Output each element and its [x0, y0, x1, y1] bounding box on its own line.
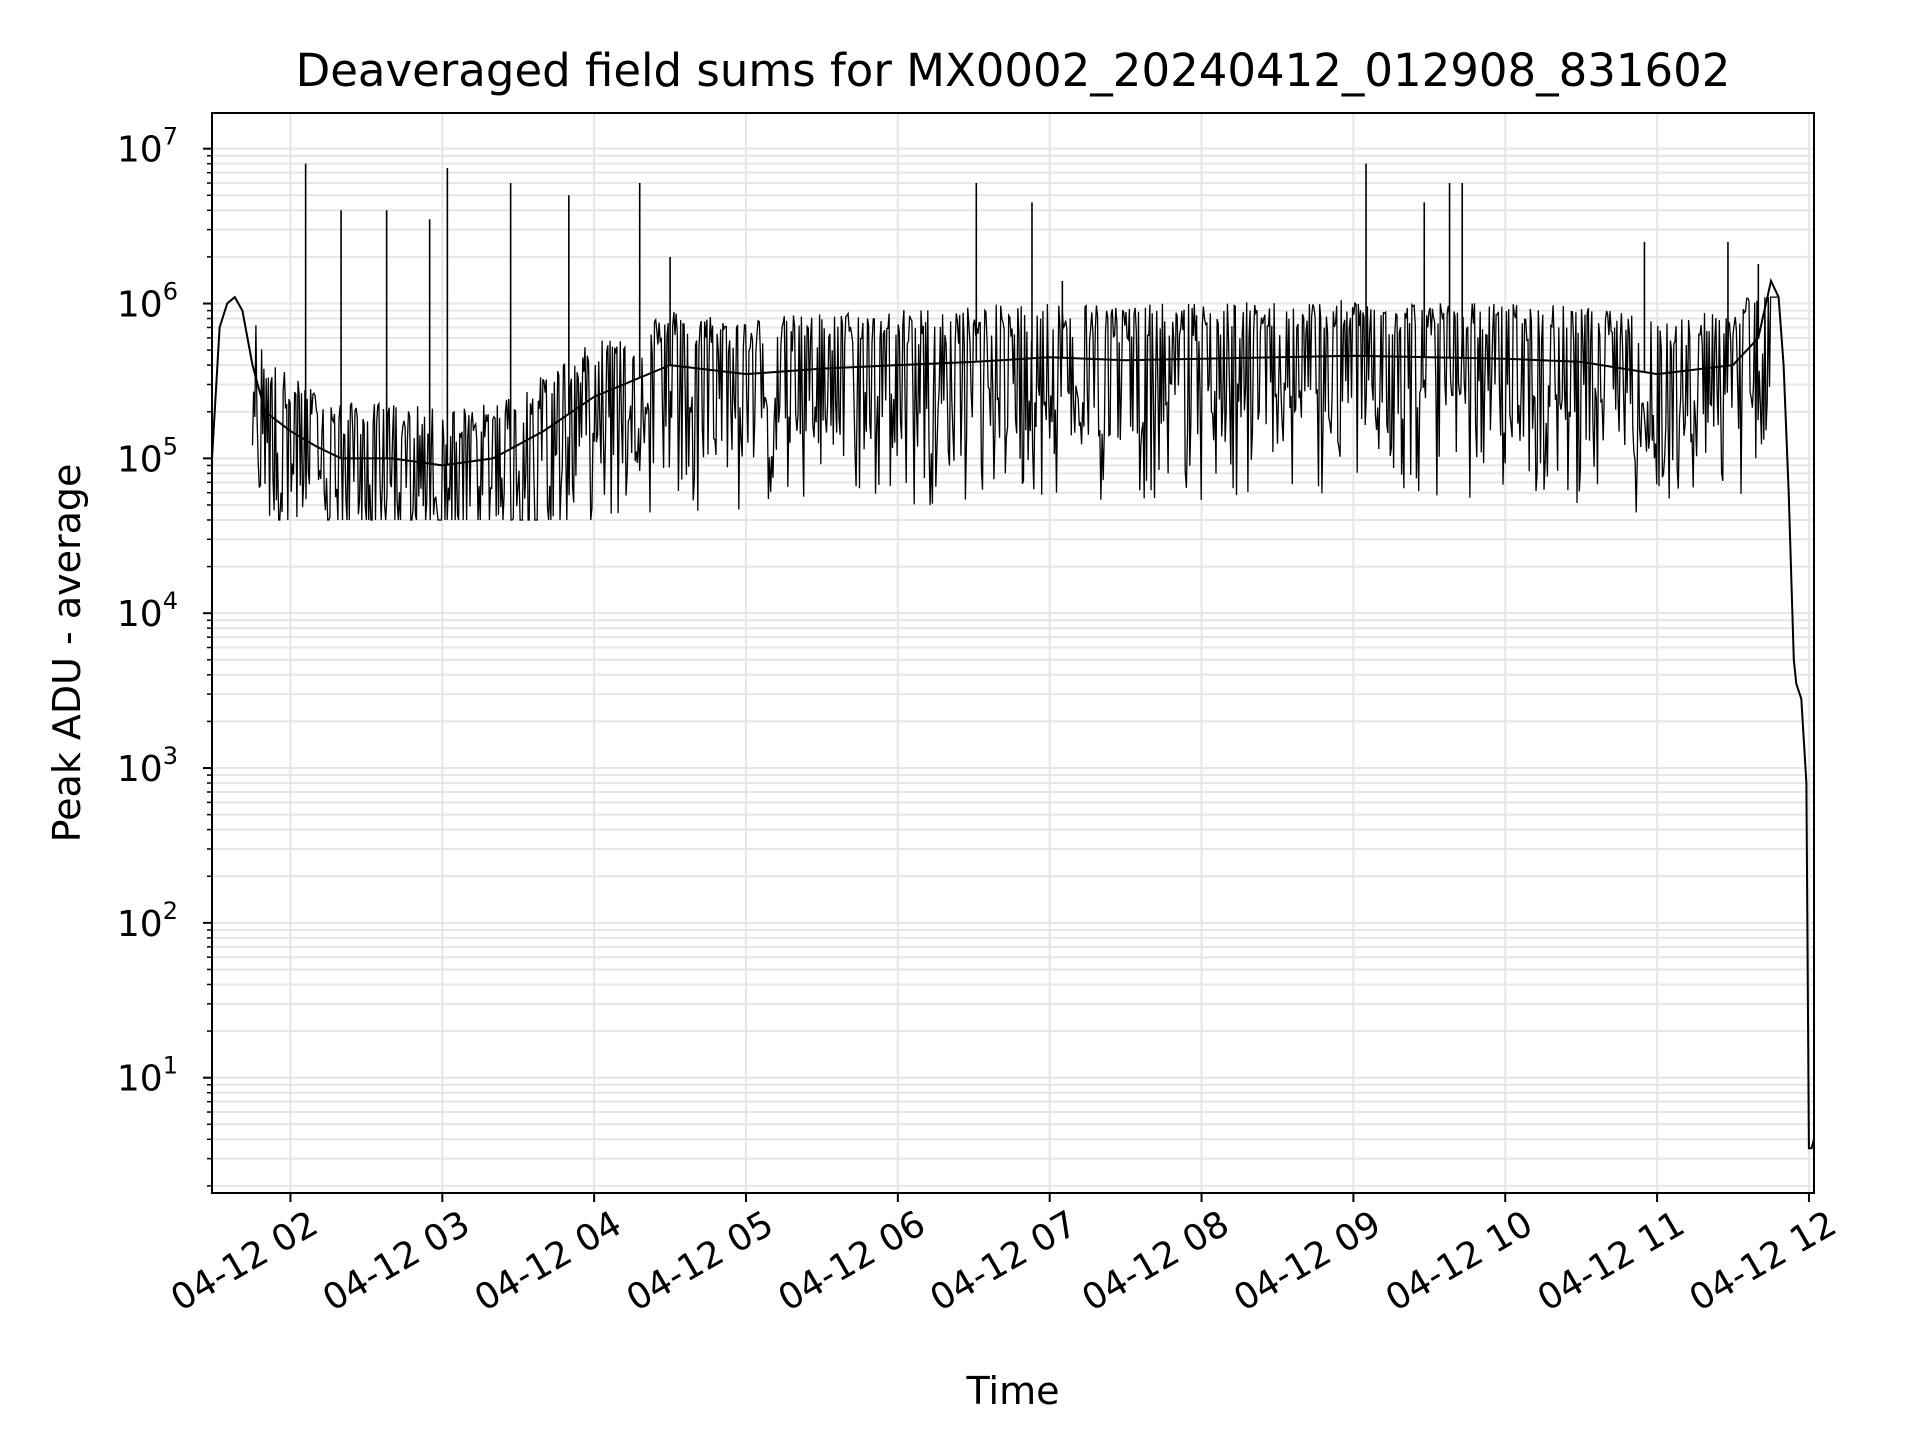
y-axis-label: Peak ADU - average	[45, 464, 89, 843]
series-noise-band	[251, 296, 1778, 521]
y-tick-label: 102	[117, 897, 178, 945]
x-axis-label: Time	[966, 1369, 1060, 1413]
y-tick-label: 107	[117, 123, 178, 171]
plot-frame	[211, 112, 1815, 1194]
data-series	[211, 163, 1815, 1150]
y-tick-label: 106	[117, 278, 178, 326]
grid	[212, 113, 1814, 1193]
y-tick-label: 104	[117, 587, 178, 635]
y-tick-label: 101	[117, 1052, 178, 1100]
chart-title: Deaveraged field sums for MX0002_2024041…	[296, 44, 1731, 97]
y-axis: 101 102 103 104 105 106 107	[117, 123, 212, 1187]
series-line	[211, 277, 1815, 1150]
y-tick-label: 105	[117, 432, 178, 480]
y-tick-label: 103	[117, 742, 178, 790]
